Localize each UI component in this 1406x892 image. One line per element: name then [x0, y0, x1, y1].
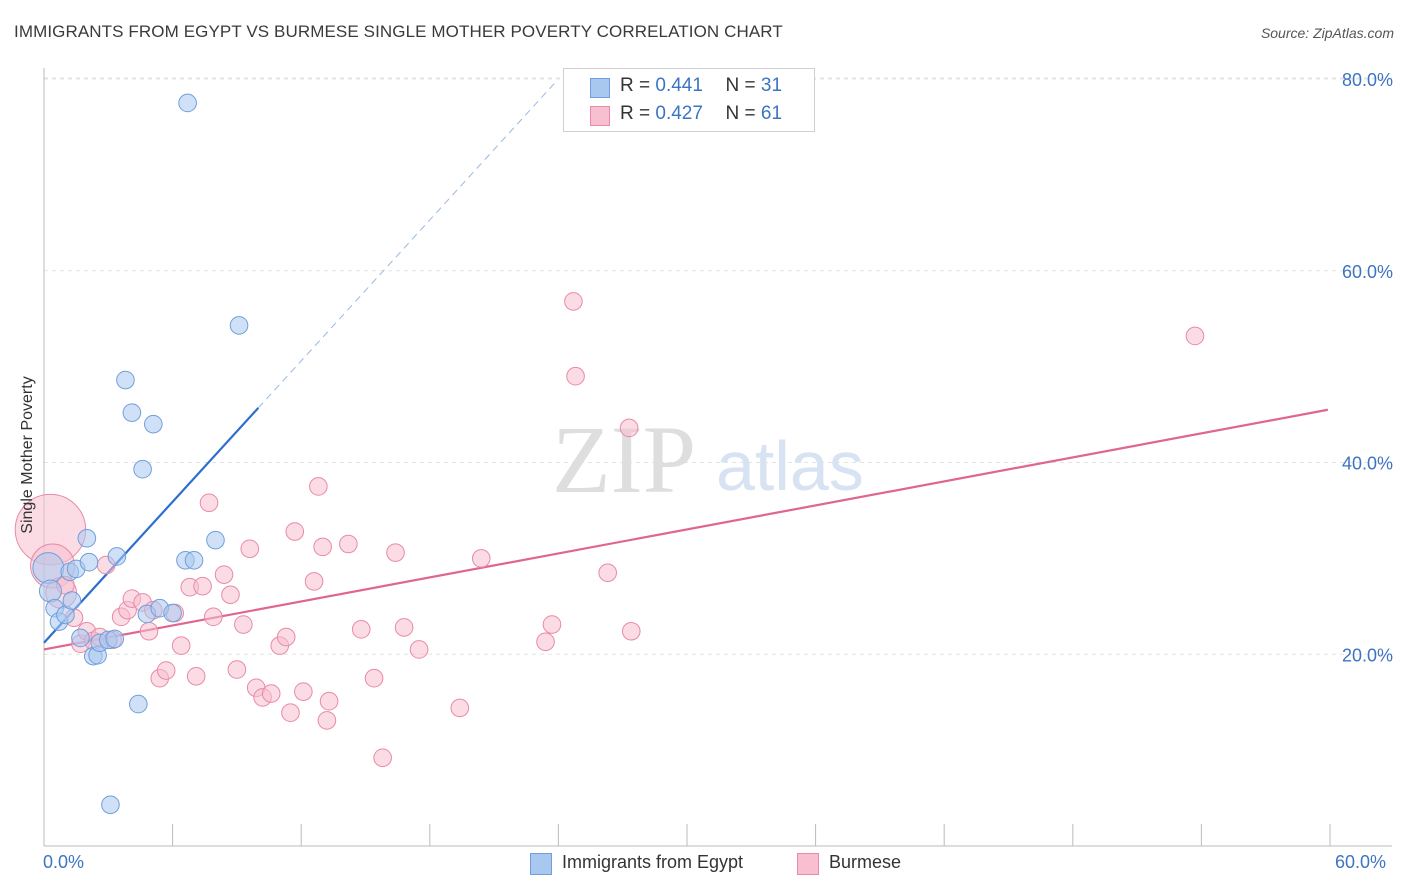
legend-r-value-burmese: 0.427 — [655, 103, 703, 124]
legend-label-egypt: Immigrants from Egypt — [562, 852, 744, 872]
legend-n-value-egypt: 31 — [760, 75, 783, 96]
legend-swatch-burmese-bottom — [797, 853, 819, 875]
gridlines — [44, 77, 1392, 655]
point-egypt-0 — [32, 552, 65, 584]
legend-r-value-egypt: 0.441 — [655, 75, 703, 96]
legend-swatch-egypt — [590, 78, 610, 98]
point-burmese-29 — [234, 615, 253, 634]
point-egypt-29 — [178, 93, 197, 113]
legend-n-label: N = — [725, 103, 756, 124]
x-tick-label-max: 60.0% — [1335, 852, 1387, 872]
point-burmese-27 — [221, 585, 240, 605]
point-egypt-27 — [206, 530, 225, 550]
y-axis-label: Single Mother Poverty — [19, 376, 36, 534]
legend-swatch-egypt-bottom — [530, 853, 552, 875]
point-burmese-18 — [156, 661, 176, 680]
point-burmese-51 — [450, 698, 470, 718]
x-tick-label-min: 0.0% — [43, 852, 85, 872]
data-points — [14, 93, 1205, 815]
point-burmese-41 — [313, 537, 332, 557]
point-burmese-58 — [619, 418, 639, 438]
point-burmese-23 — [193, 576, 212, 596]
point-egypt-17 — [116, 370, 135, 390]
point-burmese-40 — [309, 477, 328, 496]
point-egypt-16 — [107, 547, 127, 566]
point-burmese-28 — [227, 660, 247, 679]
y-tick-label-60: 60.0% — [1342, 262, 1393, 282]
point-burmese-15 — [139, 621, 159, 641]
point-burmese-44 — [339, 534, 358, 554]
point-burmese-54 — [542, 615, 562, 634]
point-burmese-59 — [621, 621, 641, 641]
point-egypt-18 — [122, 403, 142, 422]
point-burmese-60 — [1185, 326, 1205, 346]
point-egypt-26 — [184, 550, 204, 570]
point-burmese-57 — [598, 563, 617, 583]
legend-swatch-burmese — [590, 106, 610, 126]
chart-title: IMMIGRANTS FROM EGYPT VS BURMESE SINGLE … — [14, 22, 783, 41]
point-egypt-30 — [101, 795, 120, 815]
watermark-atlas: atlas — [716, 427, 864, 505]
y-tick-labels: 20.0% 40.0% 60.0% 80.0% — [1342, 70, 1393, 665]
point-burmese-33 — [261, 684, 281, 703]
trend-lines — [43, 81, 1329, 651]
point-burmese-37 — [285, 522, 305, 541]
stats-legend: R = 0.441 N = 31 R = 0.427 N = 61 — [563, 68, 815, 132]
series-legend: Immigrants from Egypt Burmese — [0, 852, 1406, 878]
point-burmese-22 — [186, 667, 206, 686]
point-egypt-9 — [77, 528, 97, 548]
point-egypt-19 — [129, 694, 148, 714]
y-tick-label-20: 20.0% — [1342, 645, 1393, 665]
point-egypt-1 — [38, 579, 62, 603]
point-burmese-45 — [351, 620, 371, 639]
point-burmese-25 — [204, 607, 223, 627]
legend-n-label: N = — [725, 75, 756, 96]
point-burmese-52 — [471, 549, 491, 568]
axes — [43, 68, 1392, 847]
point-burmese-30 — [240, 539, 260, 559]
point-egypt-22 — [144, 414, 163, 434]
point-egypt-10 — [79, 552, 99, 572]
trend-line-egypt-extension — [257, 81, 557, 409]
legend-r-label: R = — [620, 75, 651, 96]
point-egypt-8 — [71, 628, 90, 648]
y-tick-label-80: 80.0% — [1342, 70, 1393, 90]
legend-label-burmese: Burmese — [829, 852, 902, 872]
point-burmese-50 — [409, 640, 429, 659]
point-burmese-38 — [294, 682, 313, 701]
point-burmese-42 — [317, 711, 337, 730]
point-burmese-46 — [364, 668, 384, 688]
point-burmese-53 — [536, 632, 555, 652]
point-burmese-35 — [276, 627, 296, 647]
point-burmese-56 — [566, 366, 585, 386]
chart-source: Source: ZipAtlas.com — [1260, 25, 1394, 41]
legend-n-value-burmese: 61 — [760, 103, 783, 124]
point-burmese-55 — [564, 292, 583, 311]
point-burmese-39 — [304, 572, 324, 591]
point-burmese-20 — [171, 636, 191, 655]
y-tick-label-40: 40.0% — [1342, 454, 1393, 474]
point-burmese-49 — [394, 618, 414, 637]
point-burmese-24 — [199, 493, 219, 513]
trend-line-burmese — [43, 408, 1329, 651]
point-burmese-43 — [319, 691, 339, 711]
point-egypt-20 — [133, 459, 152, 479]
legend-r-label: R = — [620, 103, 651, 124]
point-burmese-26 — [214, 565, 234, 584]
point-egypt-15 — [105, 629, 125, 649]
point-egypt-28 — [229, 316, 249, 335]
point-burmese-36 — [281, 703, 300, 723]
point-egypt-6 — [62, 591, 82, 610]
point-burmese-47 — [373, 748, 392, 768]
point-burmese-48 — [386, 543, 405, 562]
point-egypt-24 — [163, 603, 182, 623]
